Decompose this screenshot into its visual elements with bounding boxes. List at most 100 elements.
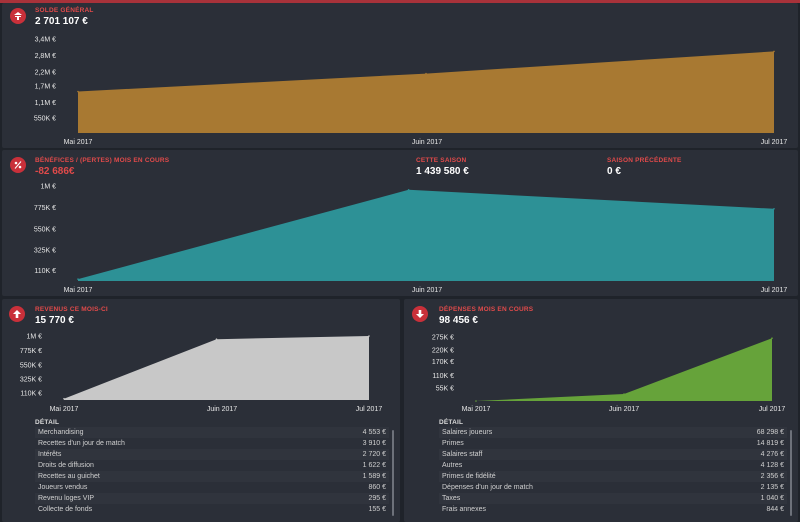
y-tick-label: 325K € [20,377,42,384]
detail-row-name: Recettes au guichet [38,473,100,480]
income-chart: 110K € 325K € 550K € 775K € 1M € Mai 2017 Juin… [20,334,383,414]
income-arrow-up-icon [9,306,25,322]
y-tick-label: 775K € [20,348,42,355]
detail-row[interactable]: Primes de fidélité 2 356 € [439,471,787,482]
detail-row-amount: 1 622 € [362,462,386,469]
data-point [77,278,79,280]
income-scrollbar[interactable] [392,430,394,516]
y-tick-label: 775K € [34,205,56,212]
detail-row-name: Taxes [442,495,461,502]
data-point [77,90,79,93]
detail-row-name: Recettes d'un jour de match [38,440,125,447]
detail-row-amount: 1 589 € [362,473,386,480]
income-detail-list: Merchandising 4 553 € Recettes d'un jour d… [35,427,389,515]
detail-row[interactable]: Frais annexes 844 € [439,504,787,515]
detail-row[interactable]: Taxes 1 040 € [439,493,787,504]
detail-row-amount: 4 276 € [760,451,784,458]
x-tick-label: Jul 2017 [759,406,786,413]
expenses-scrollbar[interactable] [790,430,792,516]
balance-icon [10,8,26,24]
balance-chart: 550K € 1,1M € 1,7M € 2,2M € 2,8M € 3,4M € Mai … [34,37,788,147]
y-tick-label: 110K € [34,268,56,275]
expenses-arrow-down-icon [412,306,428,322]
detail-row[interactable]: Revenu loges VIP 295 € [35,493,389,504]
x-tick-label: Mai 2017 [64,139,93,146]
series-area [78,189,774,281]
profit-chart: 110K € 325K € 550K € 775K € 1M € Mai 2017 Juin… [34,184,788,295]
detail-row-amount: 295 € [368,495,386,502]
data-point [773,208,775,210]
detail-row[interactable]: Salaires joueurs 68 298 € [439,427,787,438]
x-tick-label: Juin 2017 [412,287,442,294]
expenses-detail-title: DÉTAIL [439,419,464,426]
data-point [215,338,218,340]
data-point [407,189,410,191]
detail-row-amount: 2 720 € [362,451,386,458]
detail-row[interactable]: Recettes d'un jour de match 3 910 € [35,438,389,449]
detail-row-amount: 1 040 € [760,495,784,502]
y-tick-label: 275K € [432,335,454,342]
y-tick-label: 55K € [436,386,454,393]
detail-row[interactable]: Recettes au guichet 1 589 € [35,471,389,482]
profit-loss-icon [10,157,26,173]
income-panel: REVENUS CE MOIS-CI 15 770 € 110K € 325K €… [2,299,400,522]
detail-row-amount: 844 € [766,506,784,513]
detail-row[interactable]: Merchandising 4 553 € [35,427,389,438]
y-tick-label: 550K € [34,115,56,122]
y-tick-label: 2,2M € [35,70,57,77]
y-tick-label: 110K € [20,390,42,397]
detail-row-name: Frais annexes [442,506,486,513]
profit-panel: BÉNÉFICES / (PERTES) MOIS EN COURS -82 6… [2,150,798,296]
expenses-panel: DÉPENSES MOIS EN COURS 98 456 € 55K € 110… [404,299,798,522]
detail-row-name: Dépenses d'un jour de match [442,484,533,491]
expenses-chart: 55K € 110K € 170K € 220K € 275K € Mai 2017 Jui… [432,335,786,414]
data-point [368,335,370,337]
x-tick-label: Juin 2017 [609,406,639,413]
y-tick-label: 1M € [26,334,42,341]
series-area [78,51,774,133]
x-tick-label: Juin 2017 [412,139,442,146]
detail-row-name: Droits de diffusion [38,462,94,469]
income-detail-title: DÉTAIL [35,419,60,426]
season-label: CETTE SAISON [416,157,467,164]
series-area [64,336,369,400]
detail-row[interactable]: Autres 4 128 € [439,460,787,471]
detail-row-name: Salaires staff [442,451,483,458]
y-tick-label: 1,7M € [35,84,57,91]
detail-row-name: Primes [442,440,464,447]
detail-row-name: Salaires joueurs [442,429,493,436]
series-area [476,338,772,401]
x-tick-label: Jul 2017 [761,139,788,146]
y-tick-label: 110K € [432,373,454,380]
detail-row[interactable]: Dépenses d'un jour de match 2 135 € [439,482,787,493]
detail-row-amount: 2 135 € [760,484,784,491]
y-tick-label: 3,4M € [35,37,57,44]
detail-row[interactable]: Collecte de fonds 155 € [35,504,389,515]
detail-row[interactable]: Primes 14 819 € [439,438,787,449]
top-accent-bar [0,0,800,3]
y-tick-label: 550K € [20,362,42,369]
y-tick-label: 220K € [432,347,454,354]
detail-row-amount: 14 819 € [756,440,784,447]
detail-row-name: Collecte de fonds [38,506,93,513]
detail-row[interactable]: Salaires staff 4 276 € [439,449,787,460]
detail-row-name: Primes de fidélité [442,473,496,480]
expenses-detail-list: Salaires joueurs 68 298 € Primes 14 819 € Sa… [439,427,787,515]
profit-label: BÉNÉFICES / (PERTES) MOIS EN COURS [35,157,170,164]
y-tick-label: 170K € [432,359,454,366]
profit-value: -82 686€ [35,166,75,177]
detail-row-amount: 4 553 € [362,429,386,436]
x-tick-label: Jul 2017 [356,406,383,413]
x-tick-label: Mai 2017 [462,406,491,413]
detail-row[interactable]: Joueurs vendus 860 € [35,482,389,493]
x-tick-label: Mai 2017 [64,287,93,294]
balance-panel: SOLDE GÉNÉRAL 2 701 107 € 550K € 1,1M € 1,… [2,3,798,148]
expenses-label: DÉPENSES MOIS EN COURS [439,306,534,313]
y-tick-label: 550K € [34,226,56,233]
y-tick-label: 325K € [34,248,56,255]
data-point [771,337,773,339]
detail-row[interactable]: Droits de diffusion 1 622 € [35,460,389,471]
detail-row-amount: 155 € [368,506,386,513]
balance-value: 2 701 107 € [35,16,88,27]
detail-row[interactable]: Intérêts 2 720 € [35,449,389,460]
